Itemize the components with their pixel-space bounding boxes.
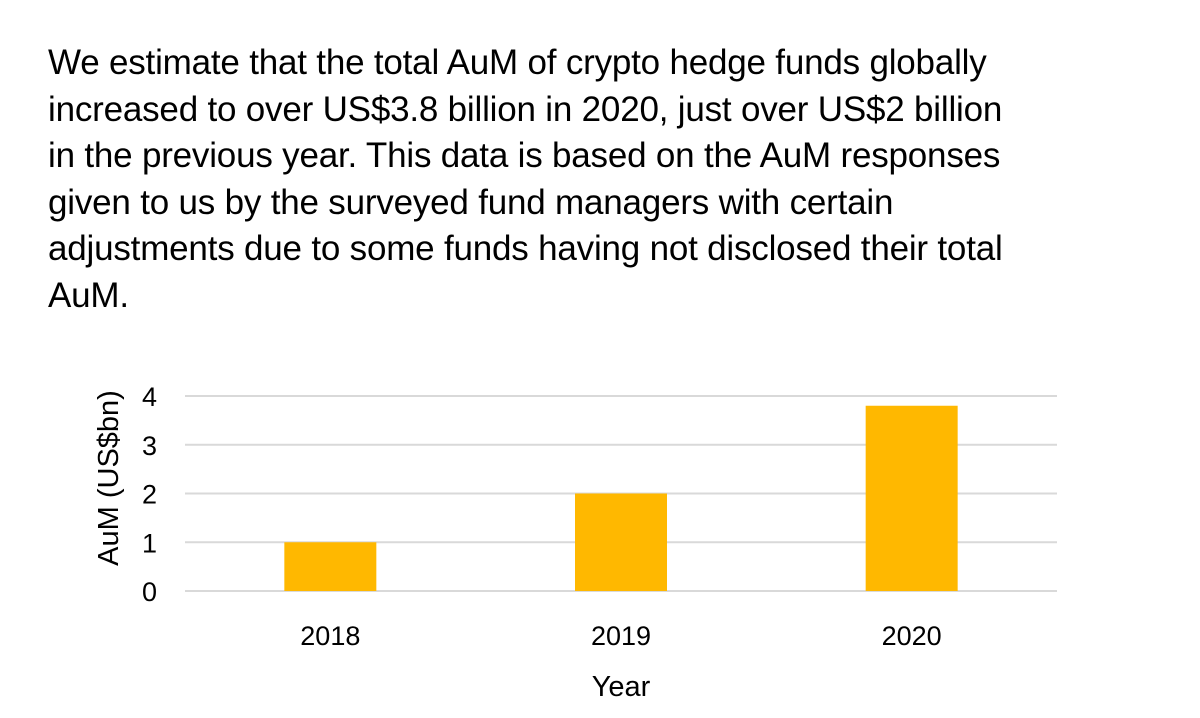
intro-line: increased to over US$3.8 billion in 2020… <box>48 89 1003 129</box>
intro-line: given to us by the surveyed fund manager… <box>48 182 894 222</box>
x-tick-label: 2019 <box>591 621 651 651</box>
intro-paragraph: We estimate that the total AuM of crypto… <box>48 40 1148 319</box>
y-tick-label: 4 <box>142 382 157 412</box>
y-tick-labels: 0 1 2 3 4 <box>142 382 157 607</box>
bar-2018 <box>284 542 377 591</box>
x-tick-labels: 2018 2019 2020 <box>300 621 941 651</box>
y-tick-label: 1 <box>142 528 157 558</box>
y-tick-label: 2 <box>142 480 157 510</box>
bars <box>284 405 958 591</box>
bar-2020 <box>865 405 958 591</box>
x-tick-label: 2020 <box>882 621 942 651</box>
intro-line: We estimate that the total AuM of crypto… <box>48 43 987 82</box>
x-tick-label: 2018 <box>300 621 360 651</box>
x-axis-title: Year <box>592 671 651 703</box>
y-tick-label: 3 <box>142 431 157 461</box>
intro-line: AuM. <box>48 275 129 315</box>
y-axis-title: AuM (US$bn) <box>93 390 125 566</box>
y-tick-label: 0 <box>142 577 157 607</box>
bar-2019 <box>575 493 667 591</box>
intro-line: adjustments due to some funds having not… <box>48 229 1003 268</box>
intro-line: in the previous year. This data is based… <box>48 136 1001 175</box>
